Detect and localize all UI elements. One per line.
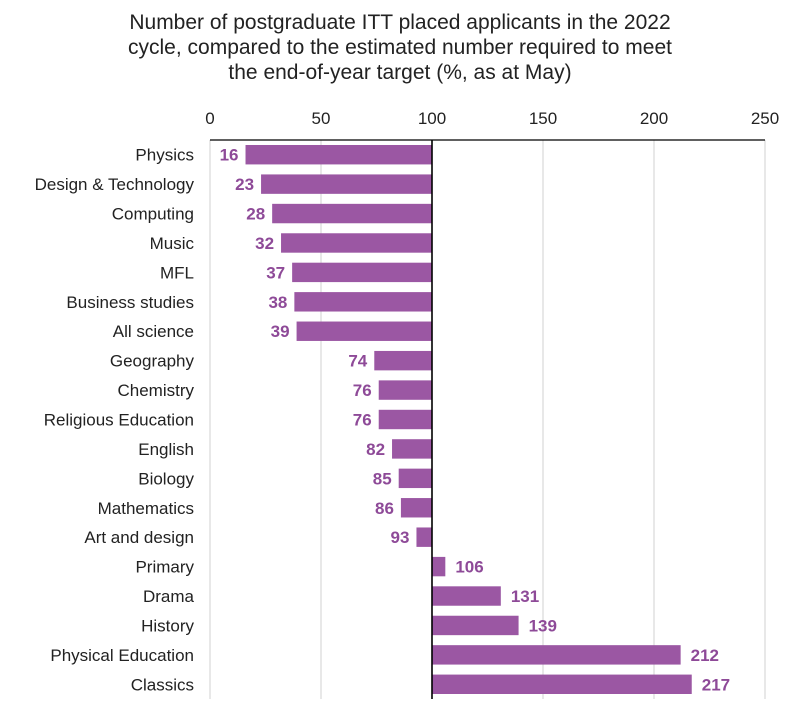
bar-5 [294, 292, 432, 312]
category-label-14: Primary [135, 558, 194, 577]
value-label-8: 76 [353, 381, 372, 400]
category-label-8: Chemistry [117, 381, 194, 400]
value-label-17: 212 [691, 646, 719, 665]
category-label-15: Drama [143, 587, 195, 606]
bar-0 [245, 145, 432, 165]
value-label-0: 16 [220, 146, 239, 165]
category-label-7: Geography [110, 352, 195, 371]
x-tick-label-100: 100 [418, 109, 446, 128]
category-label-18: Classics [131, 675, 194, 694]
bar-13 [416, 527, 432, 547]
category-label-12: Mathematics [98, 499, 194, 518]
bar-15 [432, 586, 501, 606]
bar-7 [374, 350, 432, 371]
value-label-7: 74 [348, 352, 367, 371]
chart-title-line-2: cycle, compared to the estimated number … [128, 36, 672, 59]
category-label-11: Biology [138, 469, 194, 488]
value-label-5: 38 [268, 293, 287, 312]
category-label-5: Business studies [66, 293, 194, 312]
value-label-3: 32 [255, 234, 274, 253]
chart-title-line-3: the end-of-year target (%, as at May) [228, 61, 572, 84]
bar-14 [432, 556, 446, 577]
value-label-14: 106 [455, 558, 483, 577]
bar-16 [432, 615, 519, 636]
value-label-16: 139 [529, 616, 557, 635]
category-label-0: Physics [135, 146, 194, 165]
x-tick-label-250: 250 [751, 109, 779, 128]
category-label-2: Computing [112, 205, 194, 224]
x-tick-label-50: 50 [312, 109, 331, 128]
category-label-10: English [138, 440, 194, 459]
value-label-6: 39 [271, 322, 290, 341]
bar-17 [432, 645, 681, 665]
category-label-13: Art and design [84, 528, 194, 547]
bar-12 [400, 498, 432, 518]
value-label-1: 23 [235, 175, 254, 194]
bar-1 [261, 174, 432, 194]
x-tick-label-150: 150 [529, 109, 557, 128]
bar-11 [398, 468, 432, 489]
value-label-18: 217 [702, 675, 730, 694]
category-label-6: All science [113, 322, 194, 341]
bar-6 [296, 321, 432, 341]
category-label-17: Physical Education [50, 646, 194, 665]
bar-8 [378, 380, 432, 400]
value-label-13: 93 [391, 528, 410, 547]
bar-10 [392, 439, 432, 459]
chart-title-line-1: Number of postgraduate ITT placed applic… [129, 11, 671, 34]
value-label-15: 131 [511, 587, 539, 606]
value-label-11: 85 [373, 469, 392, 488]
value-label-10: 82 [366, 440, 385, 459]
value-label-2: 28 [246, 205, 265, 224]
bar-4 [292, 262, 432, 283]
value-label-9: 76 [353, 411, 372, 430]
category-label-16: History [141, 616, 194, 635]
value-label-4: 37 [266, 263, 285, 282]
x-tick-label-200: 200 [640, 109, 668, 128]
x-tick-label-0: 0 [205, 109, 214, 128]
category-label-1: Design & Technology [35, 175, 195, 194]
category-label-3: Music [150, 234, 195, 253]
bar-2 [272, 203, 432, 224]
chart-title: Number of postgraduate ITT placed applic… [0, 10, 800, 85]
category-label-9: Religious Education [44, 411, 194, 430]
bar-9 [378, 409, 432, 430]
bar-18 [432, 674, 692, 694]
bar-3 [281, 233, 432, 253]
category-label-4: MFL [160, 263, 194, 282]
value-label-12: 86 [375, 499, 394, 518]
